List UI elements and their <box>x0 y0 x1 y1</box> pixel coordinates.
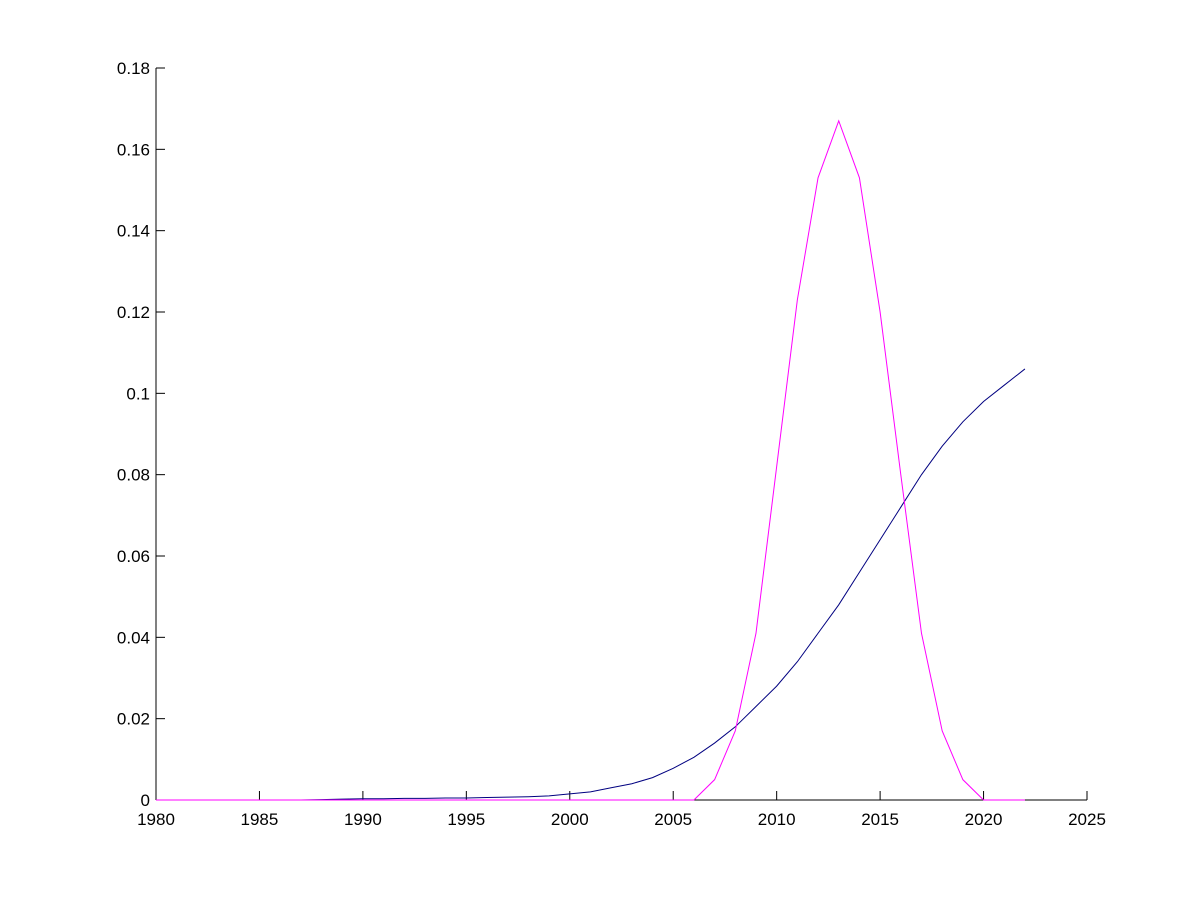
x-tick-label: 1980 <box>137 810 175 829</box>
y-tick-label: 0.18 <box>117 59 150 78</box>
y-tick-label: 0 <box>141 791 150 810</box>
y-tick-label: 0.02 <box>117 710 150 729</box>
y-tick-label: 0.14 <box>117 222 150 241</box>
x-tick-label: 2010 <box>758 810 796 829</box>
series-line <box>156 119 1025 801</box>
y-tick-label: 0.08 <box>117 466 150 485</box>
x-tick-label: 1995 <box>447 810 485 829</box>
x-tick-label: 2025 <box>1068 810 1106 829</box>
series-line <box>156 368 1026 801</box>
x-tick-label: 2015 <box>861 810 899 829</box>
y-tick-label: 0.06 <box>117 547 150 566</box>
x-tick-label: 2000 <box>551 810 589 829</box>
x-tick-label: 1985 <box>241 810 279 829</box>
x-tick-label: 2005 <box>654 810 692 829</box>
x-tick-label: 1990 <box>344 810 382 829</box>
y-tick-label: 0.16 <box>117 140 150 159</box>
y-tick-label: 0.12 <box>117 303 150 322</box>
y-tick-label: 0.1 <box>126 384 150 403</box>
x-tick-label: 2020 <box>965 810 1003 829</box>
y-tick-label: 0.04 <box>117 628 150 647</box>
